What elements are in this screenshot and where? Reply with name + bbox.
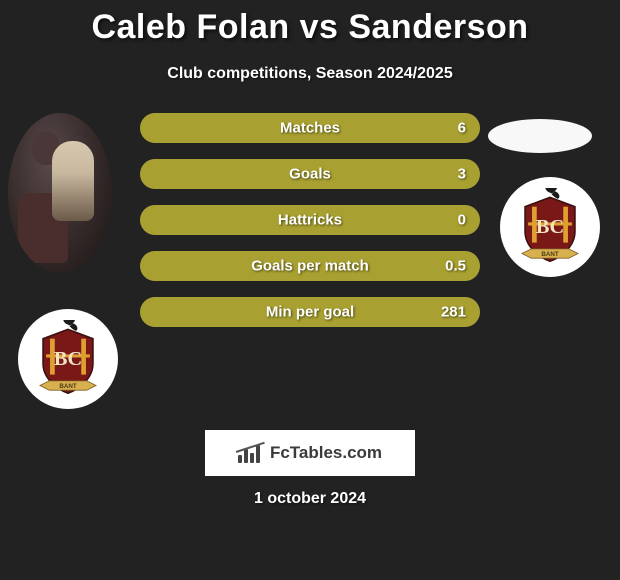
stat-pill: Min per goal281 xyxy=(140,297,480,327)
svg-text:BANT: BANT xyxy=(59,383,77,390)
player-photo-right-placeholder xyxy=(488,119,592,153)
stat-value: 3 xyxy=(458,166,466,183)
subtitle: Club competitions, Season 2024/2025 xyxy=(0,65,620,83)
stat-pill: Goals per match0.5 xyxy=(140,251,480,281)
svg-text:BC: BC xyxy=(536,216,564,238)
comparison-area: 6 Matches6Goals3Hattricks0Goals per matc… xyxy=(0,113,620,327)
bars-icon xyxy=(238,443,264,463)
player-photo-left: 6 xyxy=(8,113,112,273)
stat-label: Goals xyxy=(140,166,480,183)
stats-list: Matches6Goals3Hattricks0Goals per match0… xyxy=(140,113,480,327)
svg-text:BANT: BANT xyxy=(541,251,559,258)
club-crest-icon: BC BANT xyxy=(29,320,107,398)
club-badge-left: BC BANT xyxy=(18,309,118,409)
fctables-logo: FcTables.com xyxy=(205,430,415,476)
svg-text:BC: BC xyxy=(54,348,82,370)
stat-pill: Hattricks0 xyxy=(140,205,480,235)
stat-value: 281 xyxy=(441,304,466,321)
club-badge-right: BC BANT xyxy=(500,177,600,277)
stat-pill: Matches6 xyxy=(140,113,480,143)
stat-label: Hattricks xyxy=(140,212,480,229)
stat-value: 0.5 xyxy=(445,258,466,275)
generation-date: 1 october 2024 xyxy=(0,490,620,508)
stat-pill: Goals3 xyxy=(140,159,480,189)
stat-label: Matches xyxy=(140,120,480,137)
fctables-logo-text: FcTables.com xyxy=(270,443,382,463)
stat-label: Goals per match xyxy=(140,258,480,275)
stat-value: 0 xyxy=(458,212,466,229)
page-title: Caleb Folan vs Sanderson xyxy=(0,0,620,47)
club-crest-icon: BC BANT xyxy=(511,188,589,266)
stat-value: 6 xyxy=(458,120,466,137)
stat-label: Min per goal xyxy=(140,304,480,321)
